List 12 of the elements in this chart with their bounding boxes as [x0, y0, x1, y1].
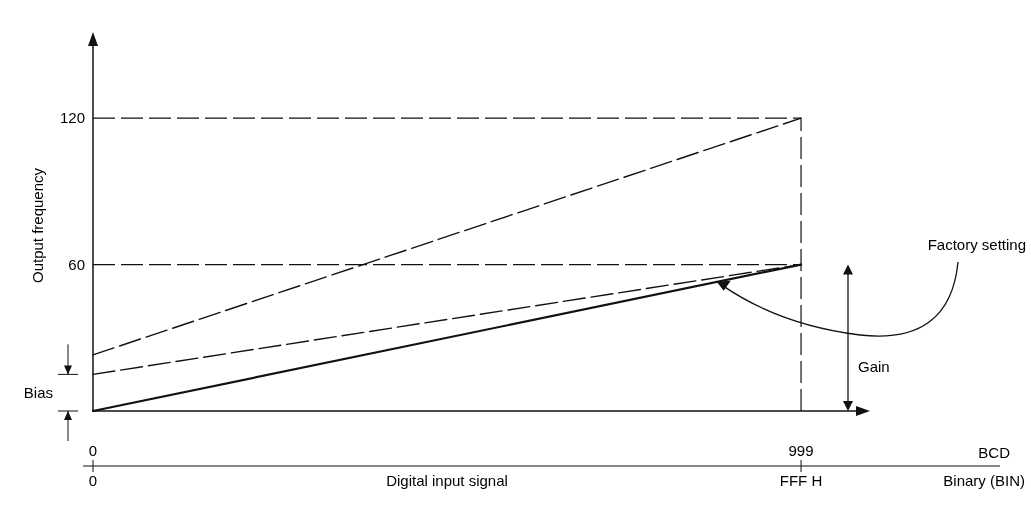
text: Bias — [23, 383, 53, 401]
y-tick-label: 120 — [59, 109, 85, 127]
text: Digital input signal — [386, 472, 508, 489]
x2-axis-title: Binary (BIN) — [943, 472, 1025, 489]
x-tick-label: 999 — [788, 442, 814, 459]
y-axis-title: Output frequency — [29, 167, 46, 284]
text: FFF H — [779, 472, 823, 489]
annotation: Gain — [858, 358, 890, 376]
text: 0 — [88, 472, 98, 489]
text: BCD — [978, 444, 1011, 461]
y-tick-label: 60 — [68, 255, 85, 273]
annotation: Factory setting — [927, 236, 1026, 253]
